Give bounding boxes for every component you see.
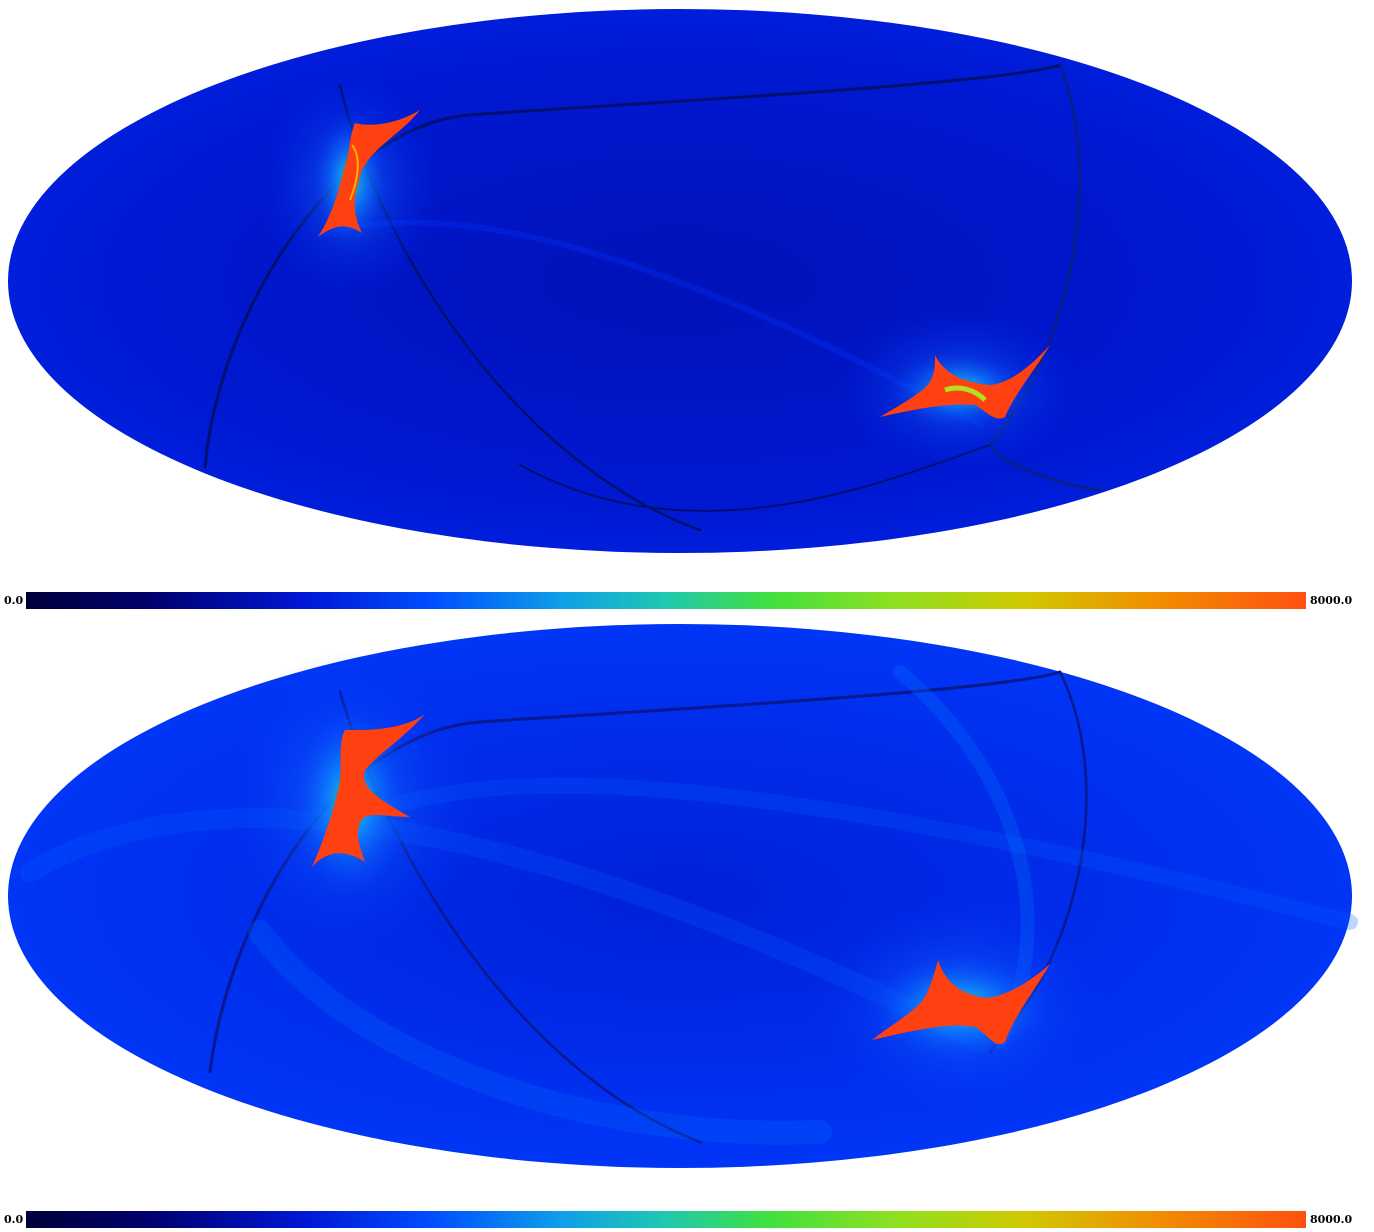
colorbar-max-label: 8000.0 (1310, 1213, 1353, 1226)
colorbar-min-label: 0.0 (4, 594, 24, 607)
mollweide-map-bottom (8, 624, 1358, 1168)
hotspot-top-left (260, 75, 440, 295)
hotspot-bottom-left (220, 652, 480, 952)
colorbar-gradient (26, 1211, 1306, 1228)
colorbar-max-label: 8000.0 (1310, 594, 1353, 607)
hotspot-bottom-right (810, 897, 1110, 1117)
colorbar-bottom: 0.0 8000.0 (0, 1210, 1374, 1232)
sky-map-top (0, 5, 1374, 555)
colorbar-top: 0.0 8000.0 (0, 591, 1374, 613)
mollweide-map-top (8, 9, 1352, 553)
sky-map-bottom (0, 622, 1374, 1182)
map-ellipse (8, 624, 1352, 1168)
hotspot-top-right (840, 310, 1080, 470)
colorbar-min-label: 0.0 (4, 1213, 24, 1226)
colorbar-gradient (26, 592, 1306, 609)
